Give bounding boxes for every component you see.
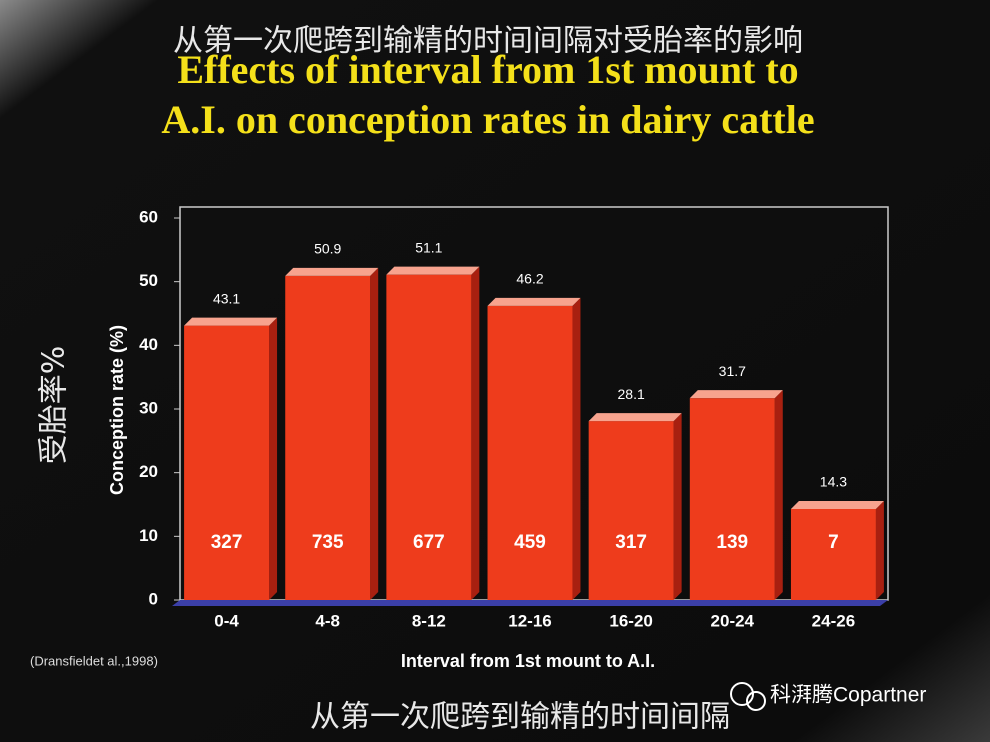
value-label: 50.9 (314, 241, 341, 257)
bar-count: 327 (211, 532, 243, 553)
bar-count: 735 (312, 532, 344, 553)
x-tick-label: 24-26 (812, 611, 855, 630)
x-tick-label: 4-8 (315, 611, 340, 630)
x-tick-label: 20-24 (711, 611, 755, 630)
y-tick-label: 60 (139, 207, 158, 226)
x-tick-label: 8-12 (412, 611, 446, 630)
bar (184, 325, 270, 600)
bar-count: 317 (615, 532, 647, 553)
value-label: 14.3 (820, 474, 847, 490)
bar (689, 398, 775, 600)
bar (790, 508, 876, 600)
bar-side (370, 267, 379, 600)
bar-side (572, 297, 581, 600)
value-label: 51.1 (415, 239, 442, 255)
y-tick-label: 20 (139, 462, 158, 481)
bar-side (269, 317, 278, 600)
y-tick-label: 40 (139, 335, 158, 354)
bar-top (184, 317, 278, 326)
bar-top (285, 267, 379, 276)
value-label: 46.2 (516, 271, 543, 287)
bar-side (471, 266, 480, 600)
x-axis-label: Interval from 1st mount to A.I. (401, 651, 655, 671)
chart-title: Effects of interval from 1st mount to (177, 47, 798, 92)
x-tick-label: 0-4 (214, 611, 239, 630)
bar (588, 421, 674, 600)
y-axis-label: Conception rate (%) (107, 325, 127, 495)
bar-top (790, 500, 884, 509)
watermark-icon (746, 691, 766, 711)
floor (172, 600, 888, 606)
bar-count: 7 (828, 532, 839, 553)
bar-top (386, 266, 480, 275)
y-tick-label: 0 (149, 589, 158, 608)
bar-side (673, 413, 682, 600)
value-label: 28.1 (618, 386, 645, 402)
y-tick-label: 30 (139, 398, 158, 417)
source: (Dransfieldet al.,1998) (30, 653, 158, 668)
bar-top (689, 390, 783, 399)
value-label: 43.1 (213, 290, 240, 306)
bar (386, 274, 472, 600)
y-tick-label: 50 (139, 271, 158, 290)
bar-side (875, 500, 884, 600)
chart-title: A.I. on conception rates in dairy cattle (161, 97, 814, 142)
bar-count: 677 (413, 532, 445, 553)
value-label: 31.7 (719, 363, 746, 379)
bar (487, 305, 573, 600)
bar-side (774, 390, 783, 600)
watermark-icon (730, 682, 754, 706)
title-cn: 从第一次爬跨到输精的时间间隔对受胎率的影响 (173, 24, 803, 59)
y-tick-label: 10 (139, 526, 158, 545)
bar (285, 275, 371, 600)
x-tick-label: 16-20 (609, 611, 652, 630)
footer-cn: 从第一次爬跨到输精的时间间隔 (310, 700, 730, 735)
watermark: 科湃腾Copartner (730, 682, 926, 711)
y-axis-label-cn: 受胎率% (37, 346, 72, 465)
bar-count: 459 (514, 532, 546, 553)
watermark-text: 科湃腾Copartner (770, 684, 926, 707)
bar-count: 139 (716, 532, 748, 553)
x-tick-label: 12-16 (508, 611, 551, 630)
bar-top (487, 297, 581, 306)
bar-top (588, 413, 682, 422)
